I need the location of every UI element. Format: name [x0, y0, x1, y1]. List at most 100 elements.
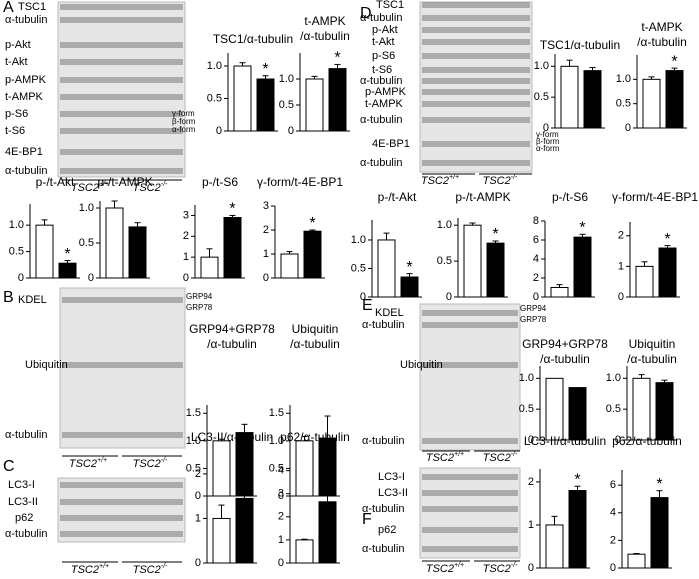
y-tick-label: 2: [610, 534, 616, 546]
blot-label: KDEL: [375, 307, 404, 319]
y-tick-label: 6: [533, 234, 539, 246]
bar: [655, 382, 674, 441]
bar: [235, 497, 254, 564]
y-tick-label: 1.0: [269, 435, 284, 447]
y-tick-label: 1: [263, 248, 269, 260]
bar: [635, 265, 654, 298]
blot-label: Ubiquitin: [400, 359, 443, 371]
y-tick-label: 0: [288, 125, 294, 137]
significance-mark: *: [406, 259, 412, 276]
significance-mark: *: [229, 201, 235, 218]
group-label: TSC2+/+: [71, 181, 109, 194]
y-tick-label: 0.5: [606, 403, 621, 415]
blot-band: [60, 128, 183, 134]
chart-title: Ubiquitin: [292, 322, 339, 336]
blot-band: [422, 322, 518, 328]
blot-band: [422, 438, 518, 444]
blot-band: [422, 78, 530, 84]
chart-title: γ-form/t-4E-BP1: [612, 190, 698, 204]
blot-label: t-S6: [372, 64, 392, 76]
blot-label: α-tubulin: [5, 528, 47, 540]
blot-band: [60, 4, 183, 10]
form-label: GRP94: [186, 292, 213, 301]
y-tick-label: 1.5: [269, 407, 284, 419]
genotype: +/+: [99, 563, 109, 570]
bar: [568, 387, 587, 441]
bar: [280, 253, 299, 279]
gene: TSC2: [133, 182, 161, 194]
chart-title: GRP94+GRP78: [522, 337, 608, 351]
chart-title: p-/t-Akt: [36, 175, 75, 189]
significance-mark: *: [262, 61, 268, 78]
bar: [128, 226, 147, 279]
blot-band: [422, 490, 518, 496]
blot-band: [422, 474, 518, 480]
bar: [545, 377, 564, 441]
chart-title: /α-tubulin: [207, 337, 257, 351]
bar: [256, 78, 275, 132]
chart-title: γ-form/t-4E-BP1: [257, 175, 343, 189]
gene: TSC2: [71, 564, 99, 576]
y-tick-label: 8: [533, 215, 539, 227]
blot-band: [422, 53, 530, 59]
y-tick-label: 0.5: [437, 255, 452, 267]
group-label: TSC2+/+: [426, 562, 464, 575]
blot-band: [60, 111, 183, 117]
blot-band: [422, 27, 530, 33]
blot-band: [422, 506, 518, 512]
blot-band: [422, 89, 530, 95]
y-tick-label: 0: [18, 272, 24, 284]
blot-label: α-tubulin: [362, 435, 404, 447]
bar: [550, 287, 569, 298]
significance-mark: *: [64, 246, 70, 263]
chart-title: LC3-II/α-tubulin: [191, 430, 273, 444]
y-tick-label: 0.5: [351, 262, 366, 274]
chart-title: t-AMPK: [641, 20, 682, 34]
blot-band: [62, 432, 183, 438]
y-tick-label: 0: [88, 272, 94, 284]
gene: TSC2: [71, 182, 99, 194]
bar: [665, 70, 684, 129]
significance-mark: *: [309, 215, 315, 232]
significance-mark: *: [664, 231, 670, 248]
y-tick-label: 0.5: [616, 98, 631, 110]
blot-label: 4E-BP1: [372, 138, 410, 150]
genotype: +/+: [449, 174, 459, 181]
chart-title: /α-tubulin: [637, 35, 687, 49]
chart-title: p-/t-Akt: [378, 190, 417, 204]
blot-band: [422, 2, 530, 8]
y-tick-label: 0.5: [519, 403, 534, 415]
form-label: GRP94: [520, 304, 547, 313]
genotype: -/-: [511, 451, 518, 458]
blot-label: t-Akt: [5, 56, 28, 68]
y-tick-label: 0.5: [79, 237, 94, 249]
chart-title: p62/α-tubulin: [612, 434, 682, 448]
form-label: β-form: [536, 137, 560, 146]
form-label: γ-form: [172, 109, 195, 118]
blot-band: [60, 531, 183, 537]
group-label: TSC2-/-: [483, 451, 518, 464]
chart-title: GRP94+GRP78: [189, 322, 275, 336]
bar: [295, 539, 314, 564]
gene: TSC2: [483, 452, 511, 464]
y-tick-label: 1.0: [534, 60, 549, 72]
significance-mark: *: [492, 226, 498, 243]
y-tick-label: 0: [195, 490, 201, 502]
y-tick-label: 1: [528, 519, 534, 531]
blot-label: TSC1: [376, 0, 404, 11]
significance-mark: *: [579, 220, 585, 237]
gene: TSC2: [426, 452, 454, 464]
y-tick-label: 1: [195, 512, 201, 524]
y-tick-label: 1.0: [9, 219, 24, 231]
y-tick-label: 1.5: [186, 407, 201, 419]
blot-label: p-S6: [372, 50, 395, 62]
y-tick-label: 0: [610, 562, 616, 574]
chart-title: /α-tubulin: [540, 352, 590, 366]
group-label: TSC2+/+: [426, 451, 464, 464]
group-label: TSC2-/-: [133, 181, 168, 194]
blot-band: [422, 546, 518, 552]
blot-label: α-tubulin: [5, 165, 47, 177]
chart-title: p-/t-S6: [552, 190, 588, 204]
y-tick-label: 1.0: [79, 202, 94, 214]
blot-label: LC3-II: [8, 496, 38, 508]
